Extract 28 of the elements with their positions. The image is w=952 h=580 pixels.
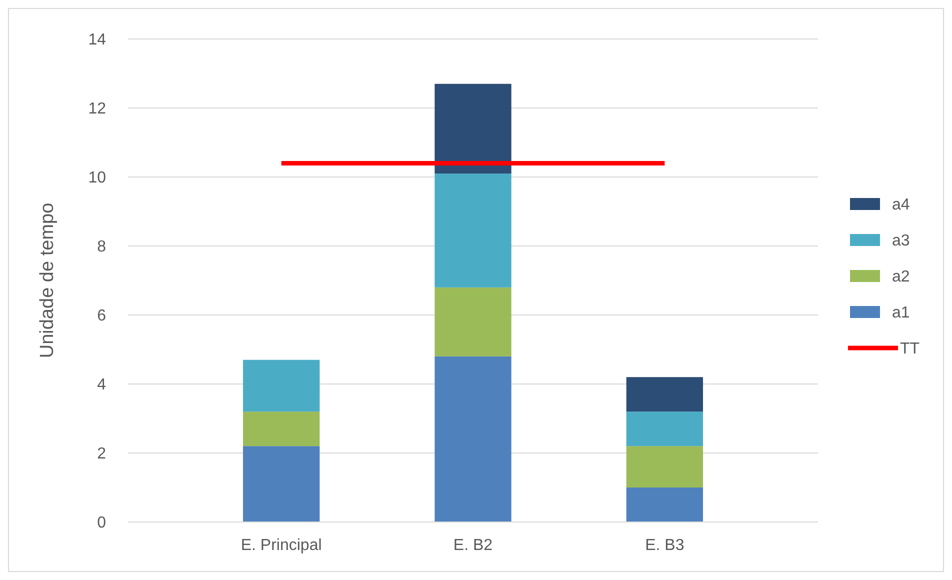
- y-tick-label: 14: [88, 32, 106, 49]
- bar: [434, 174, 512, 288]
- bar: [243, 412, 320, 446]
- bar: [626, 488, 703, 522]
- y-axis-title: Unidade de tempo: [37, 202, 58, 358]
- y-tick-label: 8: [97, 238, 106, 256]
- bar: [434, 356, 512, 522]
- bar: [434, 287, 512, 356]
- y-tick-label: 12: [88, 100, 106, 118]
- legend-label: a3: [892, 232, 910, 250]
- y-tick-label: 2: [97, 446, 106, 463]
- bar: [243, 446, 320, 522]
- x-tick-label: E. B3: [645, 537, 684, 554]
- bar: [626, 377, 703, 412]
- legend-label: a2: [892, 268, 910, 286]
- y-tick-label: 10: [88, 170, 106, 187]
- legend-label: TT: [900, 340, 920, 358]
- legend-label: a1: [892, 304, 910, 322]
- x-tick-label: E. B2: [453, 537, 493, 554]
- y-tick-label: 6: [97, 308, 106, 325]
- legend-label: a4: [892, 196, 910, 214]
- y-tick-label: 4: [97, 376, 106, 394]
- bar: [243, 360, 320, 412]
- bar: [434, 84, 512, 174]
- x-tick-label: E. Principal: [240, 537, 322, 554]
- bar: [626, 412, 703, 446]
- y-tick-label: 0: [97, 514, 106, 532]
- bar: [626, 446, 703, 488]
